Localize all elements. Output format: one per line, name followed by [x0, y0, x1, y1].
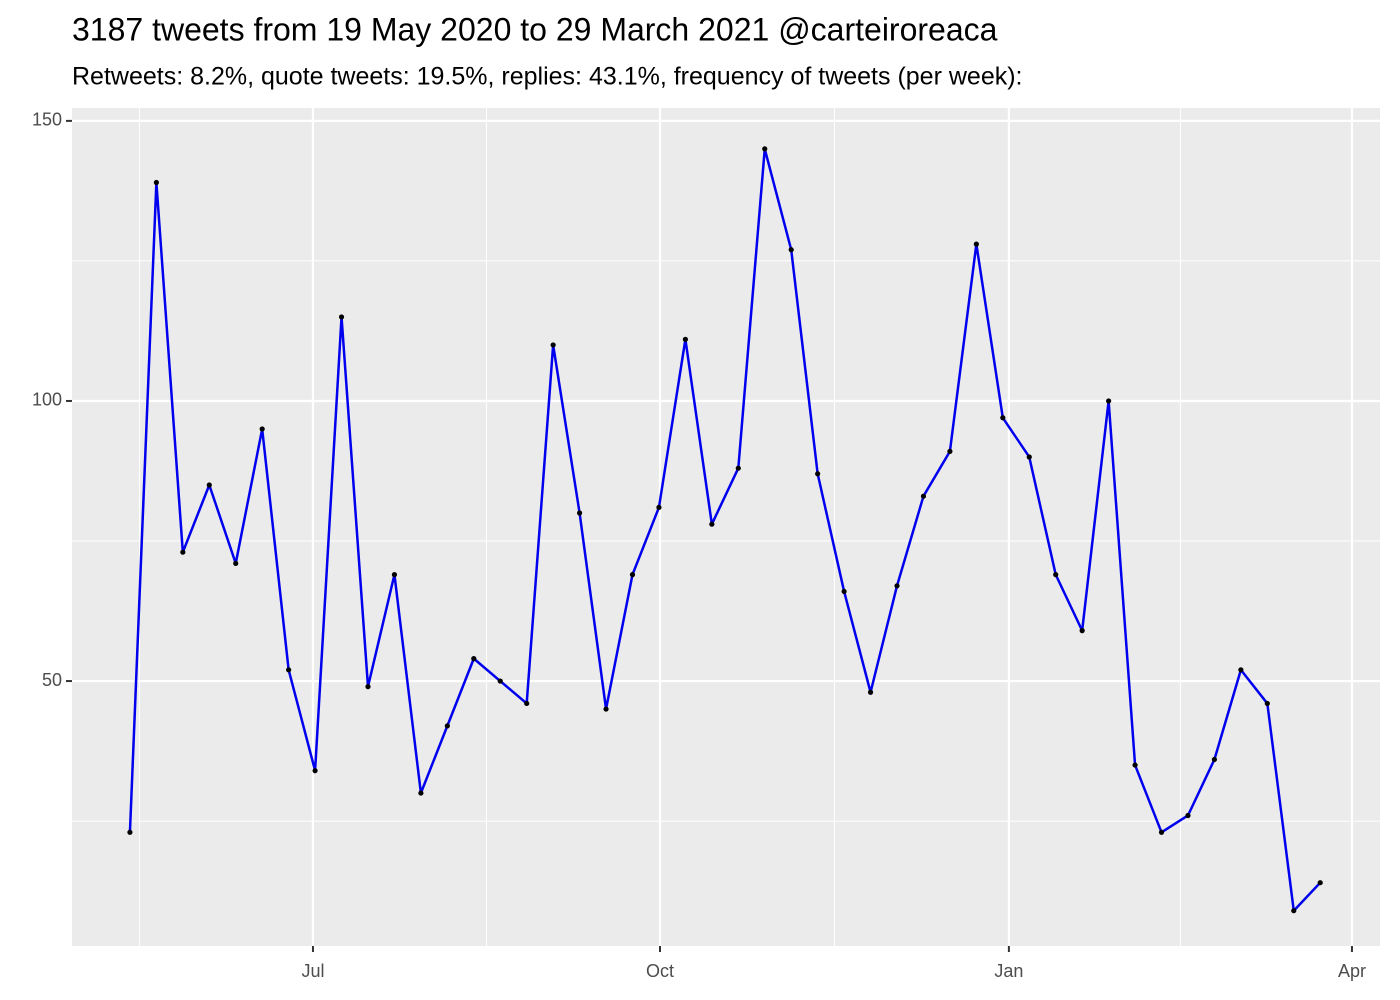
data-point: [286, 667, 292, 673]
data-point: [206, 482, 212, 488]
data-point: [788, 247, 794, 253]
data-point: [365, 684, 371, 690]
data-point: [418, 790, 424, 796]
data-point: [894, 583, 900, 589]
data-point: [153, 179, 159, 186]
x-tick-label: Apr: [1338, 961, 1366, 981]
data-point: [762, 146, 768, 152]
data-point: [1026, 454, 1032, 460]
data-point: [973, 241, 979, 247]
data-point: [1000, 415, 1006, 421]
data-point: [497, 678, 503, 684]
data-point: [841, 588, 847, 595]
data-point: [1317, 880, 1323, 886]
data-point: [603, 706, 609, 712]
data-point: [867, 689, 874, 695]
x-tick-label: Jul: [301, 961, 324, 981]
x-tick-label: Oct: [646, 961, 674, 981]
data-point: [947, 448, 953, 454]
data-point: [1238, 667, 1244, 673]
data-point: [815, 471, 821, 477]
data-point: [1291, 908, 1297, 914]
data-point: [1264, 700, 1270, 707]
data-point: [1079, 628, 1085, 634]
data-point: [127, 829, 133, 835]
data-point: [233, 560, 239, 567]
data-point: [259, 426, 265, 432]
y-tick-label: 50: [42, 670, 62, 690]
data-point: [391, 572, 398, 578]
data-point: [709, 521, 715, 527]
data-point: [735, 465, 741, 471]
plot-background: [72, 108, 1380, 946]
y-tick-label: 150: [32, 110, 62, 130]
data-point: [629, 572, 636, 578]
y-tick-label: 100: [32, 390, 62, 410]
data-point: [1211, 756, 1218, 763]
data-point: [312, 768, 318, 774]
data-point: [471, 656, 477, 662]
data-point: [682, 336, 688, 342]
data-point: [656, 504, 662, 510]
data-point: [1185, 812, 1191, 819]
data-point: [920, 493, 927, 499]
line: [128, 147, 1322, 912]
data-point: [1132, 762, 1138, 768]
data-point: [576, 510, 583, 516]
data-point: [444, 723, 450, 729]
chart-title: 3187 tweets from 19 May 2020 to 29 March…: [72, 11, 998, 47]
data-point: [1053, 572, 1059, 578]
data-point: [524, 700, 530, 707]
data-point: [1106, 398, 1112, 404]
data-point: [338, 314, 345, 320]
chart-subtitle: Retweets: 8.2%, quote tweets: 19.5%, rep…: [72, 63, 1023, 91]
data-point: [550, 342, 556, 348]
data-point: [1158, 829, 1165, 835]
x-tick-label: Jan: [994, 961, 1023, 981]
data-point: [180, 549, 186, 555]
